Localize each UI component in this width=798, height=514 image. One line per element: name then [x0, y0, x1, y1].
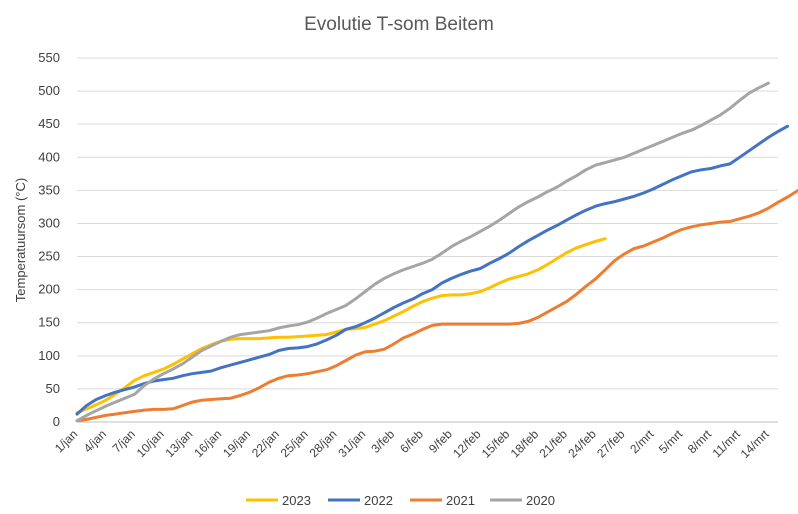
legend-label-2023: 2023 [282, 493, 311, 508]
y-tick-label: 500 [38, 83, 60, 98]
chart-title: Evolutie T-som Beitem [304, 14, 494, 35]
y-tick-label: 0 [53, 414, 60, 429]
y-axis-ticks: 0 50 100 150 200 250 300 350 400 450 500 550 [38, 50, 60, 429]
x-tick-label: 18/feb [508, 427, 542, 461]
legend-label-2022: 2022 [364, 493, 393, 508]
x-tick-label: 24/feb [565, 427, 599, 461]
y-tick-label: 50 [46, 381, 60, 396]
x-tick-label: 27/feb [594, 427, 628, 461]
y-tick-label: 550 [38, 50, 60, 65]
x-tick-label: 19/jan [220, 427, 253, 460]
y-tick-label: 250 [38, 249, 60, 264]
x-tick-label: 6/feb [397, 427, 426, 456]
series-line-2022 [75, 124, 790, 416]
x-tick-label: 2/mrt [627, 427, 657, 457]
y-axis-label: Temperatuursom (°C) [13, 178, 28, 302]
legend-label-2021: 2021 [446, 493, 475, 508]
y-tick-label: 150 [38, 315, 60, 330]
x-tick-label: 3/feb [368, 427, 397, 456]
series-line-2021 [75, 188, 798, 423]
x-tick-label: 15/feb [479, 427, 513, 461]
x-tick-label: 12/feb [450, 427, 484, 461]
y-tick-label: 200 [38, 282, 60, 297]
y-tick-label: 100 [38, 348, 60, 363]
series-line-2023 [75, 237, 607, 415]
x-tick-label: 4/jan [81, 427, 109, 455]
x-tick-label: 5/mrt [656, 427, 686, 457]
x-tick-label: 14/mrt [738, 427, 772, 461]
x-tick-label: 25/jan [278, 427, 311, 460]
legend: 2023 2022 2021 2020 [246, 493, 555, 508]
x-tick-label: 16/jan [191, 427, 224, 460]
x-tick-label: 22/jan [249, 427, 282, 460]
y-tick-label: 450 [38, 116, 60, 131]
x-tick-label: 13/jan [163, 427, 196, 460]
x-tick-label: 21/feb [537, 427, 571, 461]
x-axis-ticks: 1/jan 4/jan 7/jan10/jan13/jan16/jan19/jan2… [52, 427, 772, 461]
gridlines [77, 57, 778, 423]
y-tick-label: 400 [38, 149, 60, 164]
plot-area [75, 81, 798, 423]
legend-label-2020: 2020 [526, 493, 555, 508]
y-tick-label: 350 [38, 182, 60, 197]
x-tick-label: 11/mrt [710, 427, 744, 461]
x-tick-label: 28/jan [307, 427, 340, 460]
series-line-2020 [75, 81, 770, 423]
x-tick-label: 31/jan [335, 427, 368, 460]
x-tick-label: 10/jan [134, 427, 167, 460]
x-tick-label: 1/jan [52, 427, 80, 455]
y-tick-label: 300 [38, 215, 60, 230]
